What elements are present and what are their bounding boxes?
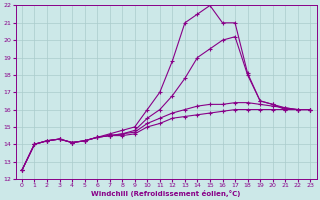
X-axis label: Windchill (Refroidissement éolien,°C): Windchill (Refroidissement éolien,°C) <box>92 190 241 197</box>
